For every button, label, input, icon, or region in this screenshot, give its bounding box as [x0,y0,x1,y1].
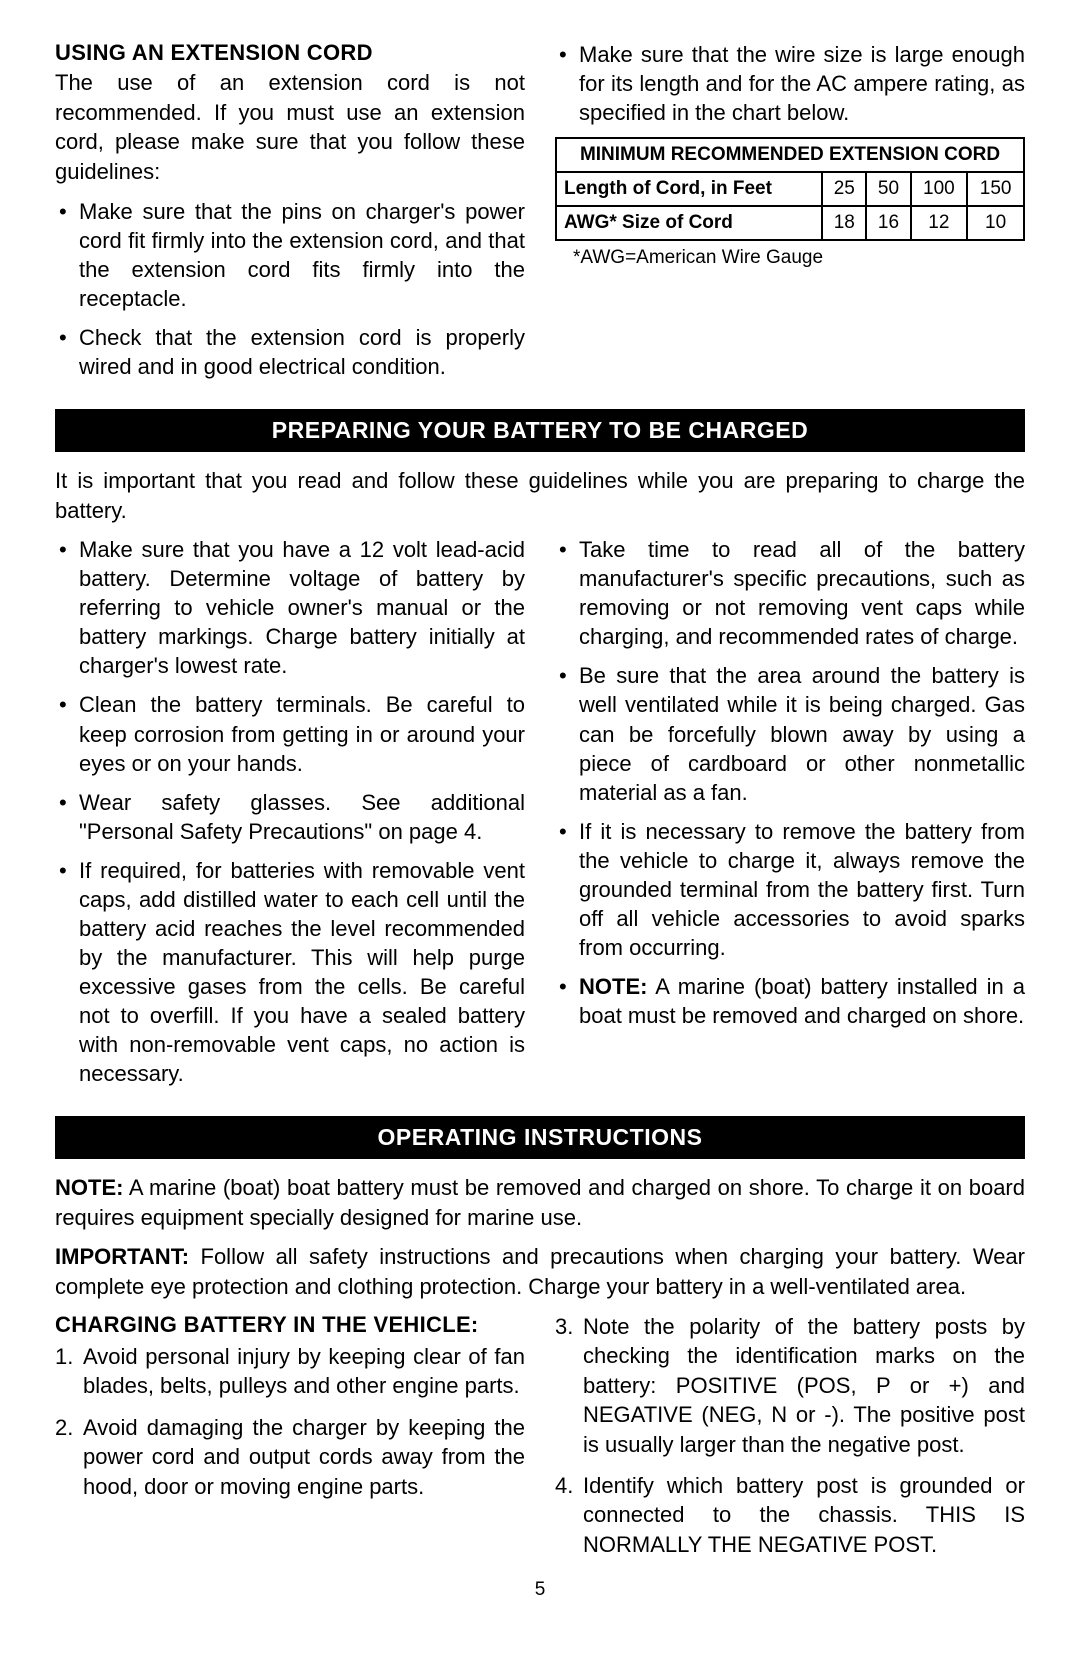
left-column: USING AN EXTENSION CORD The use of an ex… [55,40,525,391]
table-cell: 100 [911,172,968,206]
table-cell: 25 [822,172,866,206]
right-column: Note the polarity of the battery posts b… [555,1312,1025,1572]
table-row: Length of Cord, in Feet 25 50 100 150 [556,172,1024,206]
list-item: Avoid personal injury by keeping clear o… [83,1342,525,1401]
important-text: Follow all safety instructions and preca… [55,1244,1025,1299]
row-label: Length of Cord, in Feet [556,172,822,206]
operating-instructions-bar: OPERATING INSTRUCTIONS [55,1116,1025,1159]
list-item: Note the polarity of the battery posts b… [583,1312,1025,1459]
list-item: Make sure that the pins on charger's pow… [79,197,525,313]
list-item: Check that the extension cord is properl… [79,323,525,381]
note-label: NOTE: [579,974,647,999]
row-label: AWG* Size of Cord [556,206,822,240]
list-item: Wear safety glasses. See additional "Per… [79,788,525,846]
list-item: Clean the battery terminals. Be careful … [79,690,525,777]
right-column: Take time to read all of the battery man… [555,535,1025,1098]
table-cell: 10 [967,206,1024,240]
preparing-columns: Make sure that you have a 12 volt lead-a… [55,535,1025,1098]
charging-left-list: Avoid personal injury by keeping clear o… [55,1342,525,1501]
list-item: NOTE: A marine (boat) battery installed … [579,972,1025,1030]
table-footnote: *AWG=American Wire Gauge [573,247,1025,269]
left-column: Make sure that you have a 12 volt lead-a… [55,535,525,1098]
note-text: A marine (boat) boat battery must be rem… [55,1175,1025,1230]
important-label: IMPORTANT: [55,1244,189,1269]
extension-cord-right-bullets: Make sure that the wire size is large en… [555,40,1025,127]
preparing-intro: It is important that you read and follow… [55,466,1025,525]
list-item: Make sure that you have a 12 volt lead-a… [79,535,525,680]
table-title: MINIMUM RECOMMENDED EXTENSION CORD [556,138,1024,172]
list-item: If it is necessary to remove the battery… [579,817,1025,962]
extension-cord-left-bullets: Make sure that the pins on charger's pow… [55,197,525,381]
list-item: Be sure that the area around the battery… [579,661,1025,806]
extension-cord-intro: The use of an extension cord is not reco… [55,68,525,187]
table-cell: 18 [822,206,866,240]
extension-cord-heading: USING AN EXTENSION CORD [55,40,525,66]
right-column: Make sure that the wire size is large en… [555,40,1025,391]
extension-cord-section: USING AN EXTENSION CORD The use of an ex… [55,40,1025,391]
operating-important: IMPORTANT: Follow all safety instruction… [55,1242,1025,1301]
charging-heading: CHARGING BATTERY IN THE VEHICLE: [55,1312,525,1338]
note-label: NOTE: [55,1175,123,1200]
page-number: 5 [55,1579,1025,1601]
preparing-right-bullets: Take time to read all of the battery man… [555,535,1025,1030]
table-cell: 12 [911,206,968,240]
list-item: Take time to read all of the battery man… [579,535,1025,651]
preparing-left-bullets: Make sure that you have a 12 volt lead-a… [55,535,525,1088]
extension-cord-table: MINIMUM RECOMMENDED EXTENSION CORD Lengt… [555,137,1025,241]
table-cell: 150 [967,172,1024,206]
left-column: CHARGING BATTERY IN THE VEHICLE: Avoid p… [55,1312,525,1572]
table-cell: 16 [866,206,910,240]
operating-note: NOTE: A marine (boat) boat battery must … [55,1173,1025,1232]
charging-columns: CHARGING BATTERY IN THE VEHICLE: Avoid p… [55,1312,1025,1572]
table-cell: 50 [866,172,910,206]
charging-right-list: Note the polarity of the battery posts b… [555,1312,1025,1560]
preparing-battery-bar: PREPARING YOUR BATTERY TO BE CHARGED [55,409,1025,452]
list-item: Identify which battery post is grounded … [583,1471,1025,1559]
list-item: If required, for batteries with removabl… [79,856,525,1088]
list-item: Avoid damaging the charger by keeping th… [83,1413,525,1501]
list-item: Make sure that the wire size is large en… [579,40,1025,127]
table-row: AWG* Size of Cord 18 16 12 10 [556,206,1024,240]
